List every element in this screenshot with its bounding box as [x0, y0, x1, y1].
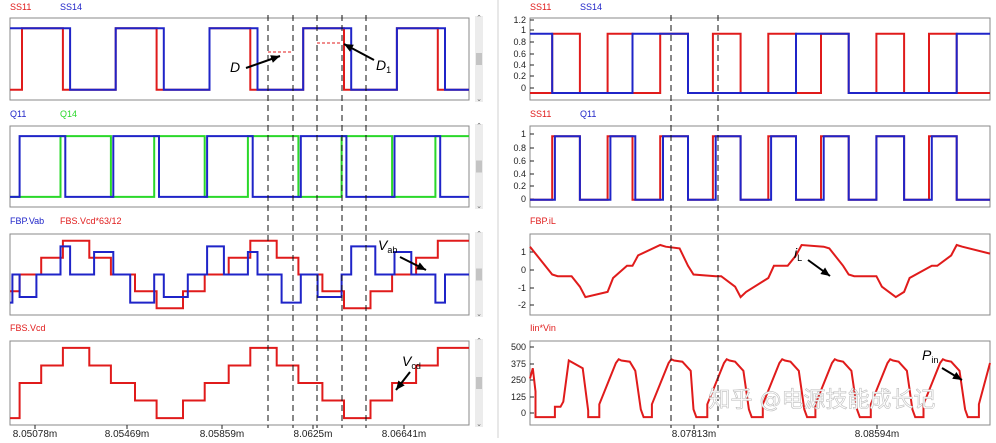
left-pane-2-series-fbs-vcd-63-12 — [10, 239, 469, 310]
right-pane-0-legend-ss14: SS14 — [580, 2, 602, 12]
left-pane-0: ⌃⌄ — [9, 14, 483, 103]
right-pane-0: ⌃⌄ — [529, 17, 991, 101]
left-pane-3-scroll-up-icon[interactable]: ⌃ — [476, 337, 482, 345]
right-pane-1-legend-ss11: SS11 — [530, 109, 551, 119]
right-pane-3-ytick-label: 125 — [511, 392, 526, 402]
right-pane-2-legend-fbp-il: FBP.iL — [530, 216, 556, 226]
left-pane-3-legend-fbs-vcd: FBS.Vcd — [10, 323, 46, 333]
vcd-arrow-head — [396, 380, 405, 390]
right-pane-2-series-fbp-il — [529, 243, 991, 299]
right-pane-0-frame — [529, 17, 991, 101]
left-pane-1-series-q11 — [10, 135, 469, 198]
right-pane-0-ytick-label: 0.4 — [513, 60, 526, 70]
right-pane-3-legend-iin-vin: Iin*Vin — [530, 323, 556, 333]
right-pane-2-frame — [529, 233, 991, 316]
left-pane-0-legend-ss14: SS14 — [60, 2, 82, 12]
left-pane-1-frame — [9, 125, 470, 208]
right-pane-3-ytick-label: 375 — [511, 359, 526, 369]
annotation-d1-subscript: 1 — [386, 65, 391, 75]
left-pane-1-scroll-up-icon[interactable]: ⌃ — [476, 122, 482, 130]
right-pane-1: ⌃⌄ — [529, 125, 991, 208]
left-pane-0-frame — [9, 17, 470, 101]
left-pane-2-scroll-thumb[interactable] — [476, 268, 482, 281]
d-arrow-head — [270, 55, 280, 63]
right-pane-3-series-iin-vin — [529, 357, 991, 419]
d1-arrow-head — [344, 44, 354, 52]
left-pane-0-scroll-up-icon[interactable]: ⌃ — [476, 14, 482, 22]
left-xtick-label: 8.05469m — [105, 429, 149, 438]
left-pane-1-legend-q14: Q14 — [60, 109, 77, 119]
right-xtick-label: 8.08594m — [855, 429, 899, 438]
left-pane-2-legend-fbp-vab: FBP.Vab — [10, 216, 44, 226]
watermark-text: 知乎 @电源技能成长记 — [709, 388, 936, 413]
right-pane-1-ytick-label: 0 — [521, 194, 526, 204]
right-pane-2: ⌃⌄ — [529, 233, 991, 316]
left-pane-2-scroll-down-icon[interactable]: ⌄ — [476, 311, 482, 318]
left-xtick-label: 8.05078m — [13, 429, 57, 438]
right-pane-0-ytick-label: 0 — [521, 83, 526, 93]
right-pane-1-ytick-label: 0.6 — [513, 156, 526, 166]
left-pane-2-legend-fbs-vcd-63-12: FBS.Vcd*63/12 — [60, 216, 122, 226]
overlay-layer — [245, 15, 963, 428]
right-pane-1-ytick-label: 0.2 — [513, 181, 526, 191]
left-pane-3-scroll-thumb[interactable] — [476, 377, 482, 389]
left-xtick-label: 8.05859m — [200, 429, 244, 438]
right-xtick-label: 8.07813m — [672, 429, 716, 438]
right-pane-0-ytick-label: 0.8 — [513, 37, 526, 47]
left-pane-0-scroll-down-icon[interactable]: ⌄ — [476, 96, 482, 103]
right-pane-0-ytick-label: 0.6 — [513, 49, 526, 59]
annotation-d: D — [230, 59, 240, 75]
il-arrow-head — [820, 267, 830, 276]
left-xtick-label: 8.0625m — [294, 429, 333, 438]
annotation-pin-subscript: in — [931, 355, 938, 365]
left-pane-1-scroll-down-icon[interactable]: ⌄ — [476, 203, 482, 210]
annotation-il-subscript: L — [797, 253, 802, 263]
vab-arrow-head — [416, 262, 426, 270]
right-pane-0-ytick-label: 0.2 — [513, 71, 526, 81]
left-pane-1-legend-q11: Q11 — [10, 109, 26, 119]
left-pane-0-series-ss14 — [10, 27, 469, 91]
left-pane-1-series-q14 — [10, 135, 469, 198]
left-xtick-label: 8.06641m — [382, 429, 426, 438]
left-pane-3-scroll-down-icon[interactable]: ⌄ — [476, 421, 482, 428]
annotation-vcd-subscript: cd — [411, 361, 421, 371]
right-pane-2-ytick-label: -1 — [518, 283, 526, 293]
right-pane-3-ytick-label: 250 — [511, 375, 526, 385]
left-pane-3-series-fbs-vcd — [10, 346, 469, 420]
right-pane-3-ytick-label: 0 — [521, 408, 526, 418]
left-pane-2-series-fbp-vab — [10, 245, 469, 304]
right-pane-1-ytick-label: 0.4 — [513, 169, 526, 179]
annotation-il: iL — [794, 245, 802, 263]
right-pane-0-ytick-label: 1 — [521, 25, 526, 35]
right-pane-1-series-q11 — [530, 135, 990, 201]
right-pane-0-series-ss14 — [530, 32, 990, 94]
pin-arrow-head — [952, 371, 962, 380]
right-pane-1-frame — [529, 125, 991, 208]
left-pane-0-scroll-thumb[interactable] — [476, 53, 482, 65]
left-pane-2-scroll-up-icon[interactable]: ⌃ — [476, 230, 482, 238]
left-pane-0-legend-ss11: SS11 — [10, 2, 31, 12]
right-pane-0-legend-ss11: SS11 — [530, 2, 551, 12]
right-pane-1-ytick-label: 1 — [521, 129, 526, 139]
text-layer: SS11 SS14 Q11 Q14 FBP.Vab FBS.Vcd*63/12 FBS.Vc… — [10, 2, 938, 440]
left-pane-1-scroll-thumb[interactable] — [476, 160, 482, 173]
right-pane-1-legend-q11: Q11 — [580, 109, 596, 119]
right-pane-0-ytick-label: 1.2 — [513, 15, 526, 25]
right-pane-2-ytick-label: 1 — [521, 247, 526, 257]
right-pane-2-ytick-label: -2 — [518, 300, 526, 310]
right-pane-1-ytick-label: 0.8 — [513, 143, 526, 153]
right-pane-3-ytick-label: 500 — [511, 342, 526, 352]
plot-layer — [10, 27, 991, 420]
annotation-vab-subscript: ab — [387, 245, 397, 255]
right-pane-2-ytick-label: 0 — [521, 265, 526, 275]
